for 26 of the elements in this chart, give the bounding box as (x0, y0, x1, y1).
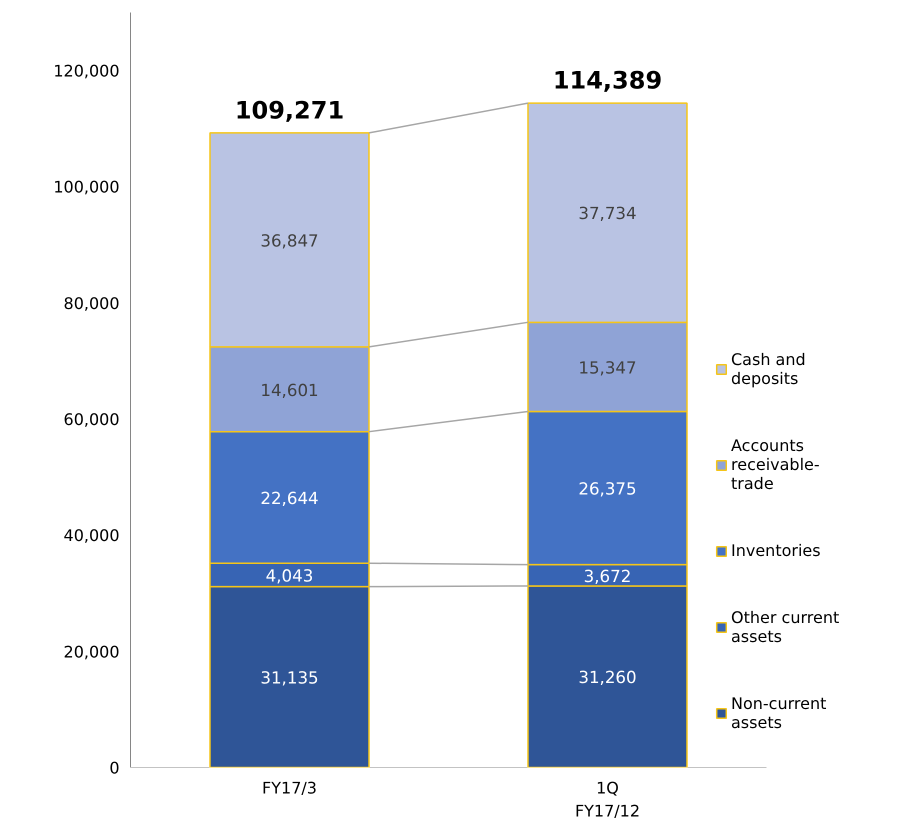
y-tick-label: 120,000 (53, 62, 120, 81)
x-tick-label: 1Q FY17/12 (574, 778, 640, 820)
x-tick-label: FY17/3 (262, 778, 317, 798)
data-label: 3,672 (584, 566, 632, 586)
y-tick-label: 80,000 (64, 294, 120, 313)
y-tick-label: 20,000 (64, 642, 120, 662)
legend-label: Other current assets (731, 608, 840, 646)
data-label: 31,135 (260, 668, 319, 688)
legend-label: Non-current assets (731, 694, 826, 732)
y-tick-label: 40,000 (64, 526, 120, 546)
data-label: 4,043 (266, 566, 314, 586)
data-label: 15,347 (578, 358, 637, 378)
total-label: 109,271 (234, 96, 344, 124)
data-label: 26,375 (578, 480, 637, 499)
legend-label: Accounts receivable-trade (731, 436, 820, 493)
data-label: 37,734 (578, 204, 637, 224)
total-label: 114,389 (552, 66, 662, 95)
data-label: 36,847 (260, 231, 319, 250)
legend-label: Cash and deposits (731, 350, 806, 388)
legend-label: Inventories (731, 541, 821, 560)
data-label: 31,260 (578, 668, 637, 688)
data-label: 14,601 (260, 380, 319, 400)
y-tick-label: 60,000 (64, 410, 120, 430)
data-label: 22,644 (260, 488, 319, 508)
y-tick-label: 100,000 (53, 178, 120, 197)
y-tick-label: 0 (109, 758, 120, 778)
